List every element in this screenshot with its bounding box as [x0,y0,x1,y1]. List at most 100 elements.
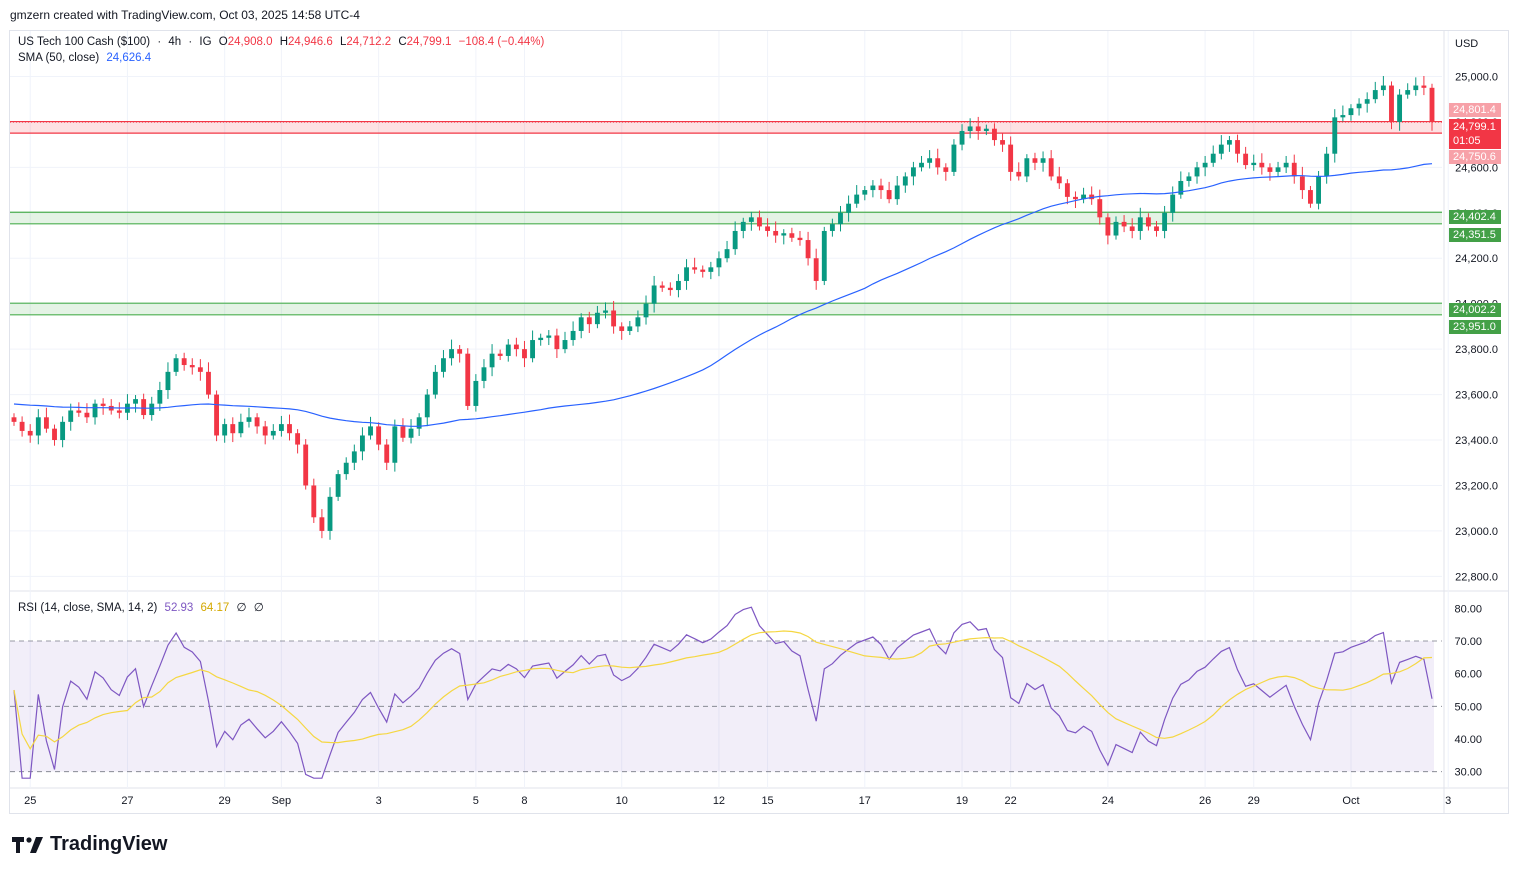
rsi-line [13,606,1433,779]
candle-body [789,233,795,238]
candle-body [513,344,519,350]
price-tick-label: 24,200.0 [1455,253,1498,265]
broker: IG [199,36,212,48]
chart-credit: gmzern created with TradingView.com, Oct… [10,8,360,22]
candle-body [76,410,82,413]
time-tick-label: 15 [761,795,773,807]
candle-body [197,367,203,372]
candle-body [603,310,608,313]
rsi-legend[interactable]: RSI (14, close, SMA, 14, 2) 52.93 64.17 … [18,600,268,614]
candle-body [473,380,479,406]
time-tick-label: 10 [616,795,628,807]
candle-body [303,444,309,486]
rsi-tick-label: 60.00 [1454,669,1482,681]
candle-body [319,517,325,531]
candle-body [270,430,276,436]
sma-value: 24,626.4 [106,52,152,64]
tradingview-logo[interactable]: TradingView [12,833,167,856]
candle-body [578,317,584,331]
time-tick-label: 3 [1445,795,1451,807]
rsi-empty-2: ∅ [253,602,264,614]
time-tick-label: 25 [24,795,36,807]
candle-body [1048,158,1054,177]
candle-body [829,224,835,231]
candle-body [765,226,770,231]
candle-body [740,221,746,231]
candle-body [805,240,811,259]
candle-body [692,267,698,270]
candle-body [1364,99,1370,104]
candle-body [781,233,787,236]
price-tick-label: 22,800.0 [1455,571,1498,583]
candle-body [919,162,924,168]
candle-body [1129,226,1135,231]
candle-body [538,337,544,341]
candle-body [902,176,908,186]
candle-body [392,426,398,463]
countdown: 01:05 [1453,135,1481,147]
candle-body [1226,140,1232,145]
candle-body [708,267,714,272]
candle-body [1429,87,1435,122]
candle-body [643,303,649,318]
time-tick-label: 3 [376,795,382,807]
rsi-tick-label: 70.00 [1454,636,1482,648]
candle-body [1032,158,1038,163]
sma-legend[interactable]: SMA (50, close) 24,626.4 [18,52,155,64]
candle-body [1073,196,1078,200]
candle-body [157,390,163,404]
candle-body [1145,217,1151,227]
candle-body [457,349,463,354]
candle-body [935,158,941,168]
interval[interactable]: 4h [168,36,182,48]
currency-label[interactable]: USD [1455,38,1479,50]
price-tick-label: 23,600.0 [1455,390,1498,402]
candle-body [1283,162,1289,168]
candle-body [627,326,633,331]
candle-body [1380,85,1386,91]
candle-body [1040,158,1046,163]
candle-body [141,399,147,416]
candle-body [1324,153,1330,177]
candle-body [1194,167,1200,177]
candle-body [43,417,49,429]
candle-body [1056,176,1062,184]
candle-body [562,340,568,350]
candle-body [1243,153,1249,166]
candle-body [1154,226,1159,231]
candle-body [748,217,754,222]
candle-body [870,185,876,191]
last-price-label: 24,799.1 01:05 [1449,119,1501,149]
low-value: 24,712.2 [346,36,392,48]
candle-body [1218,144,1224,154]
candle-body [910,167,916,177]
time-tick-label: 27 [121,795,133,807]
candle-body [1089,194,1095,200]
candle-body [651,285,657,304]
candle-body [1405,90,1411,95]
time-tick-label: 26 [1199,795,1211,807]
candle-body [254,417,260,427]
candle-body [959,130,965,145]
candle-body [797,237,803,241]
candle-body [1121,221,1127,227]
candle-body [1008,144,1014,172]
candle-body [1186,176,1192,181]
candle-body [505,344,511,356]
candle-body [295,433,301,445]
symbol-name[interactable]: US Tech 100 Cash ($100) [18,36,151,48]
rsi-ma-line [13,630,1433,751]
candle-body [1024,158,1030,177]
candle-body [1421,85,1427,88]
candle-body [165,371,171,391]
candle-body [189,365,195,368]
candle-body [408,428,414,438]
change-value: −108.4 (−0.44%) [458,36,545,48]
candle-body [1389,85,1394,122]
candle-body [1016,171,1022,177]
candle-body [1348,108,1354,116]
candle-body [667,287,673,291]
candle-body [441,358,446,372]
candle-body [19,421,25,431]
